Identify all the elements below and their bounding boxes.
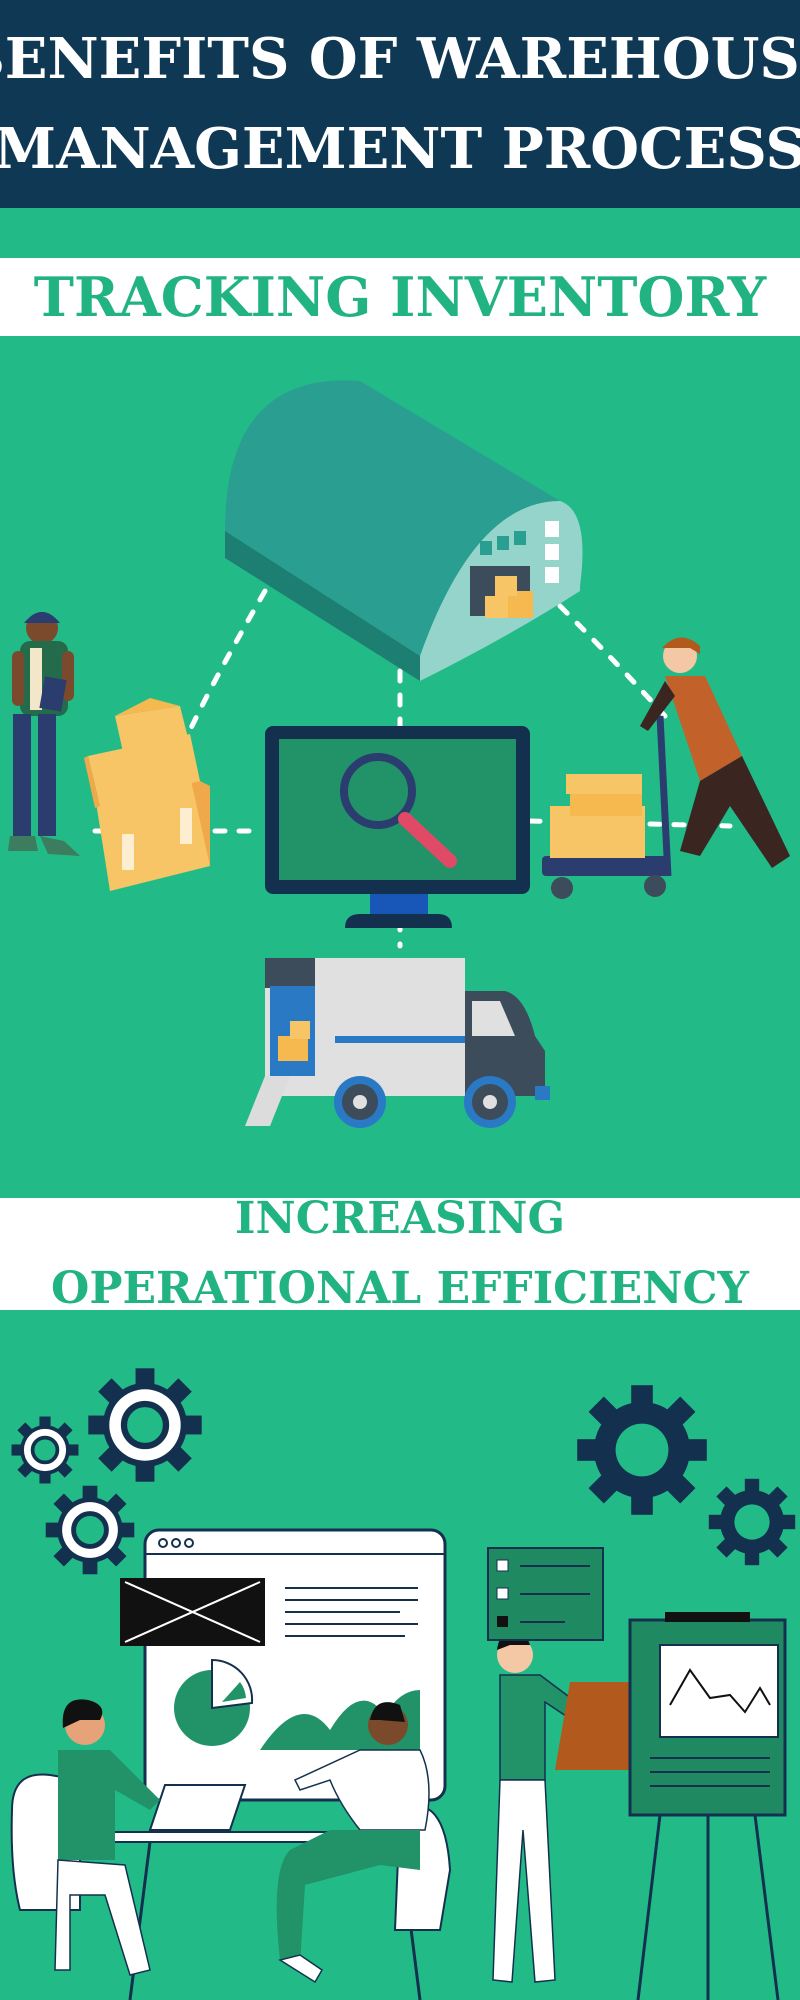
worker-left (8, 612, 80, 856)
whiteboard-chart-icon (628, 1612, 787, 2000)
header-title-line-2: MANAGEMENT PROCESS (0, 116, 800, 182)
stacked-boxes (84, 698, 210, 891)
section-band-tracking: TRACKING INVENTORY (0, 258, 800, 336)
section-title-tracking-inventory: TRACKING INVENTORY (33, 265, 767, 329)
section-band-efficiency: INCREASING OPERATIONAL EFFICIENCY (0, 1193, 800, 1314)
gear-icon (577, 1385, 707, 1515)
gear-icon (88, 1368, 202, 1482)
operational-efficiency-illustration (10, 1368, 796, 2000)
gear-icon (708, 1478, 796, 1566)
person-middle (276, 1702, 452, 1984)
delivery-truck-icon (245, 958, 550, 1128)
header-banner: BENEFITS OF WAREHOUSE MANAGEMENT PROCESS (0, 0, 800, 208)
checklist-icon (487, 1547, 604, 1641)
section-title-increasing: INCREASING (234, 1193, 566, 1244)
section-title-operational-efficiency: OPERATIONAL EFFICIENCY (51, 1263, 749, 1314)
worker-with-trolley (542, 637, 790, 899)
gear-icon (11, 1416, 79, 1484)
tracking-inventory-illustration (8, 380, 790, 1128)
warehouse-icon (225, 380, 583, 681)
header-title-line-1: BENEFITS OF WAREHOUSE (0, 26, 800, 92)
person-left (10, 1699, 160, 1976)
monitor-search-icon (265, 726, 530, 928)
gear-icon (45, 1485, 135, 1575)
